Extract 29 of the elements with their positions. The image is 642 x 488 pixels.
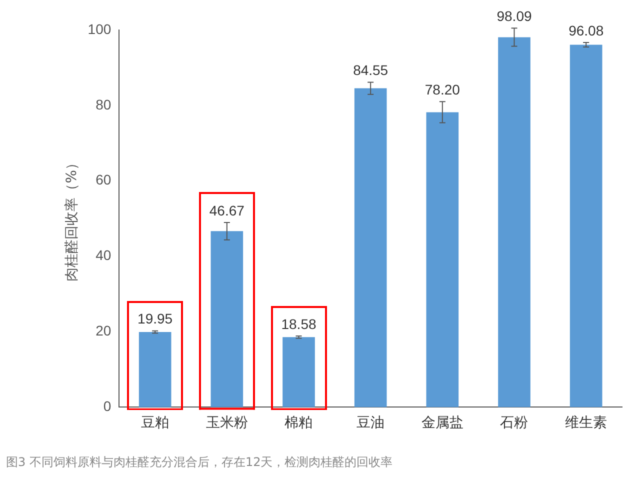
x-tick-label: 石粉 bbox=[500, 415, 528, 432]
data-label: 19.95 bbox=[138, 310, 173, 327]
y-tick-label: 0 bbox=[103, 398, 112, 414]
x-tick-label: 玉米粉 bbox=[206, 415, 248, 432]
data-label: 98.09 bbox=[496, 8, 532, 24]
bar bbox=[498, 37, 530, 408]
x-tick-label: 维生素 bbox=[565, 415, 608, 432]
y-axis-title: 肉桂醛回收率（%） bbox=[64, 156, 80, 282]
y-tick-label: 100 bbox=[88, 20, 112, 37]
bar bbox=[282, 337, 315, 408]
caption: 图3 不同饲料原料与肉桂醛充分混合后，存在12天，检测肉桂醛的回收率 bbox=[6, 454, 393, 471]
data-label: 18.58 bbox=[281, 316, 316, 332]
y-tick-label: 20 bbox=[96, 322, 112, 339]
x-tick-label: 豆油 bbox=[356, 415, 385, 432]
bar bbox=[354, 88, 387, 408]
x-tick-label: 棉粕 bbox=[284, 415, 313, 432]
y-tick-label: 40 bbox=[96, 247, 112, 264]
bar bbox=[426, 112, 459, 408]
data-label: 96.08 bbox=[568, 22, 604, 38]
bar bbox=[138, 332, 172, 408]
y-tick-label: 60 bbox=[96, 172, 112, 188]
data-label: 78.20 bbox=[424, 82, 460, 98]
bar bbox=[570, 44, 602, 408]
data-label: 46.67 bbox=[209, 202, 245, 218]
y-tick-label: 80 bbox=[96, 96, 112, 112]
x-tick-label: 金属盐 bbox=[421, 415, 464, 432]
x-tick-label: 豆粕 bbox=[141, 415, 170, 432]
bar bbox=[210, 231, 244, 408]
data-label: 84.55 bbox=[353, 62, 388, 78]
